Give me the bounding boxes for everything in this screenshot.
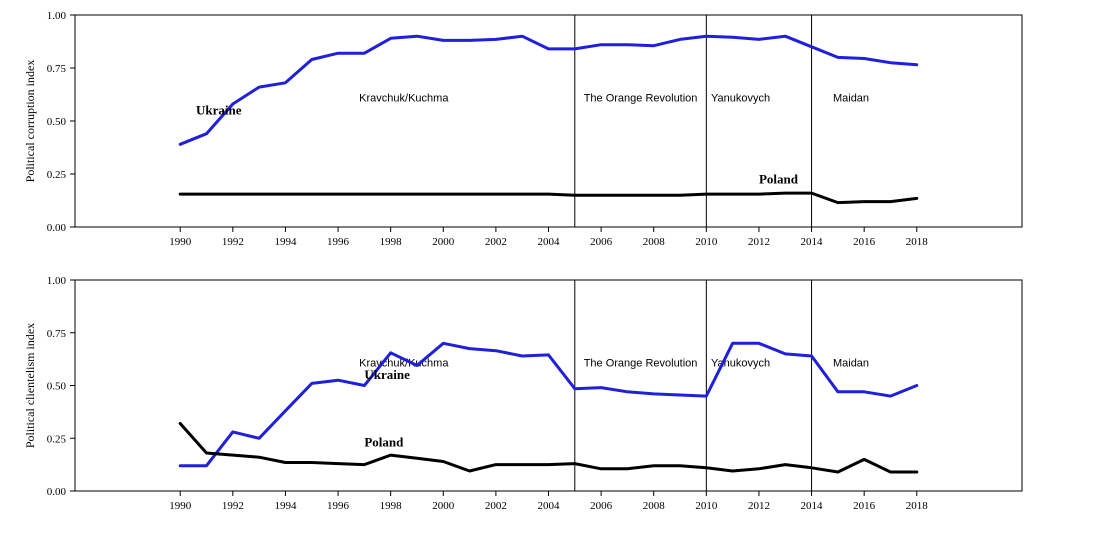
x-tick-label: 2002: [485, 500, 507, 512]
x-tick-label: 2004: [538, 236, 561, 248]
x-tick-label: 1990: [169, 500, 192, 512]
x-tick-label: 1998: [380, 500, 403, 512]
series-line-poland: [178, 191, 919, 205]
series-line-ukraine: [178, 34, 919, 146]
period-label: Kravchuk/Kuchma: [359, 93, 449, 105]
x-tick-label: 2008: [643, 236, 666, 248]
clientelism-y-axis-label: Political clientelism index: [23, 323, 37, 448]
y-tick-label: 0.00: [47, 486, 67, 498]
x-tick-label: 2008: [643, 500, 666, 512]
x-tick-label: 2014: [801, 236, 824, 248]
x-tick-label: 1990: [169, 236, 192, 248]
series-label: Ukraine: [364, 367, 410, 382]
period-label: The Orange Revolution: [584, 93, 698, 105]
x-tick-label: 2000: [432, 500, 455, 512]
x-tick-label: 1994: [274, 236, 297, 248]
y-tick-label: 0.50: [47, 381, 67, 393]
corruption-panel: 0.00 0.25 0.50 0.75 1.00 1990 1992 1994 1996 1998…: [23, 10, 1023, 248]
y-tick-label: 0.00: [47, 222, 67, 234]
period-label: Maidan: [833, 93, 869, 105]
x-tick-label: 2014: [801, 500, 824, 512]
y-tick-label: 1.00: [47, 275, 67, 287]
period-label: Yanukovych: [711, 93, 770, 105]
x-tick-label: 1994: [274, 500, 297, 512]
x-tick-label: 2018: [906, 500, 929, 512]
y-tick-label: 0.25: [47, 169, 67, 181]
x-tick-label: 2012: [748, 500, 770, 512]
series-label: Poland: [759, 172, 799, 187]
period-label: Maidan: [833, 357, 869, 369]
x-tick-label: 2006: [590, 500, 613, 512]
y-tick-label: 0.75: [47, 328, 67, 340]
x-tick-label: 2016: [853, 500, 876, 512]
y-tick-label: 1.00: [47, 10, 67, 22]
period-label: The Orange Revolution: [584, 357, 698, 369]
x-tick-label: 2018: [906, 236, 929, 248]
y-tick-label: 0.50: [47, 116, 67, 128]
x-tick-label: 1992: [222, 236, 244, 248]
corruption-y-axis-label: Political corruption index: [23, 60, 37, 183]
x-tick-label: 2010: [695, 500, 718, 512]
x-tick-label: 2002: [485, 236, 507, 248]
series-label: Ukraine: [196, 103, 242, 118]
x-tick-label: 2010: [695, 236, 718, 248]
x-tick-label: 1996: [327, 236, 350, 248]
series-line-poland: [178, 422, 919, 474]
series-label: Poland: [364, 435, 404, 450]
x-tick-label: 2006: [590, 236, 613, 248]
x-tick-label: 2016: [853, 236, 876, 248]
clientelism-plot-frame: [74, 279, 1023, 492]
x-tick-label: 2000: [432, 236, 455, 248]
y-tick-label: 0.25: [47, 433, 67, 445]
x-tick-label: 1992: [222, 500, 244, 512]
y-tick-label: 0.75: [47, 63, 67, 75]
x-tick-label: 2012: [748, 236, 770, 248]
x-tick-label: 2004: [538, 500, 561, 512]
x-tick-label: 1996: [327, 500, 350, 512]
clientelism-panel: 0.00 0.25 0.50 0.75 1.00 1990 1992 1994 1996 1998…: [23, 275, 1023, 512]
series-line-ukraine: [178, 341, 919, 468]
x-tick-label: 1998: [380, 236, 403, 248]
